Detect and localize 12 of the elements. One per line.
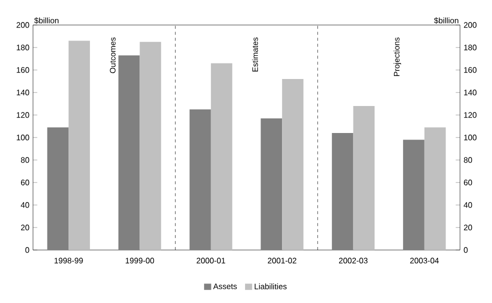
bar: [210, 63, 232, 250]
bar: [332, 133, 354, 250]
bar: [403, 140, 424, 250]
bar: [282, 79, 304, 250]
bar: [260, 118, 282, 250]
bar: [47, 127, 69, 250]
bar: [68, 40, 90, 250]
bar: [140, 42, 162, 250]
bar: [190, 109, 211, 250]
bar: [118, 55, 140, 250]
bar: [353, 106, 375, 250]
bar: [424, 127, 446, 250]
